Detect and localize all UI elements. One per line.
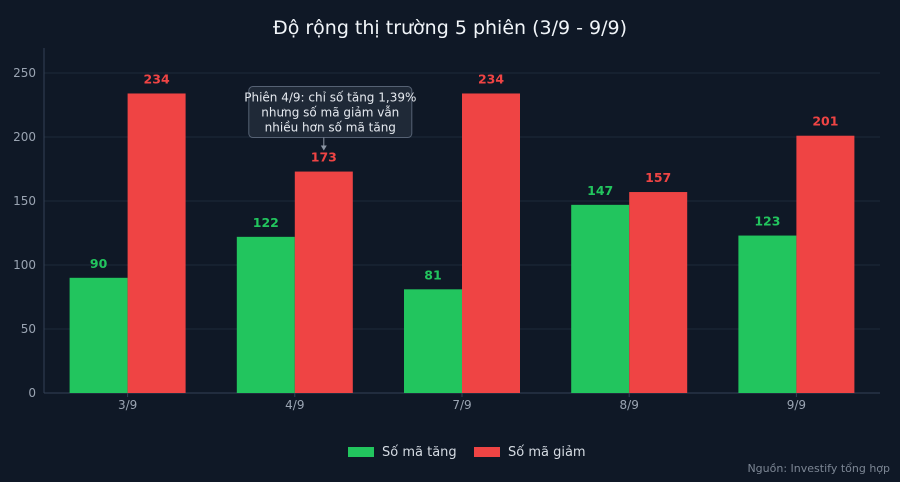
data-label: 147 [587,183,613,198]
legend-swatch [474,447,500,457]
x-tick-label: 7/9 [452,398,471,412]
axes: 0 50 100 150 200 250 3/9 4/9 7/9 8/9 9/9 [13,48,880,412]
bars [69,93,855,393]
bar-down [294,171,353,393]
data-label: 90 [90,256,108,271]
legend: Số mã tăng Số mã giảm [348,445,586,460]
legend-label: Số mã giảm [508,445,586,460]
data-label: 173 [311,150,337,165]
bar-up [236,236,295,393]
bar-up [738,235,797,393]
data-label: 157 [645,170,671,185]
annotation-text: nhiều hơn số mã tăng [265,121,396,135]
bar-down [127,93,186,393]
annotation: Phiên 4/9: chỉ số tăng 1,39%nhưng số mã … [244,86,416,151]
x-tick-label: 9/9 [787,398,806,412]
y-tick-label: 100 [13,258,36,272]
y-tick-label: 200 [13,130,36,144]
bar-down [796,135,855,393]
bar-down [629,192,688,393]
bar-down [462,93,520,393]
bar-up [404,289,462,393]
x-tick-label: 8/9 [620,398,639,412]
annotation-arrowhead [320,145,327,151]
data-label: 234 [478,71,504,86]
x-tick-label: 4/9 [285,398,304,412]
legend-label: Số mã tăng [382,445,457,460]
legend-swatch [348,447,374,457]
data-labels: 90 234 122 173 81 234 147 157 123 201 [90,71,839,282]
source-note: Nguồn: Investify tổng hợp [747,462,890,475]
x-tick-label: 3/9 [118,398,137,412]
annotation-text: nhưng số mã giảm vẫn [261,106,399,120]
data-label: 201 [812,114,838,129]
y-tick-label: 150 [13,194,36,208]
data-label: 122 [253,215,279,230]
bar-up [571,204,630,393]
data-label: 123 [754,214,780,229]
annotation-box [248,86,413,139]
data-label: 234 [144,71,170,86]
annotation-text: Phiên 4/9: chỉ số tăng 1,39% [244,91,416,105]
y-tick-label: 0 [28,386,36,400]
y-tick-label: 250 [13,66,36,80]
y-tick-label: 50 [21,322,36,336]
chart-title: Độ rộng thị trường 5 phiên (3/9 - 9/9) [273,17,627,39]
bar-up [69,277,128,393]
data-label: 81 [424,267,441,282]
